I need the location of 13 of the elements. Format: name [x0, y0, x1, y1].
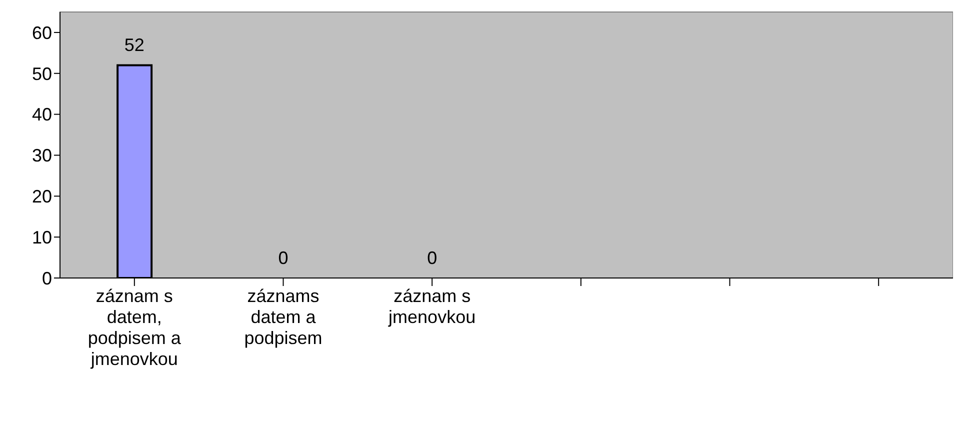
y-tick-label: 10: [32, 227, 52, 248]
data-label: 52: [124, 35, 144, 56]
y-tick-label: 0: [42, 268, 52, 288]
y-tick-label: 30: [32, 146, 52, 166]
data-label: 0: [278, 248, 288, 268]
y-tick-label: 40: [32, 104, 52, 125]
y-tick-label: 20: [32, 186, 52, 207]
data-label: 0: [427, 248, 438, 268]
x-tick-label: záznam s jmenovkou: [388, 286, 476, 327]
x-tick-label: záznams datem a podpisem: [244, 286, 322, 348]
y-tick-label: 50: [32, 64, 52, 84]
x-tick-label: záznam s datem, podpisem a jmenovkou: [88, 286, 182, 369]
y-tick-label: 60: [32, 22, 52, 43]
